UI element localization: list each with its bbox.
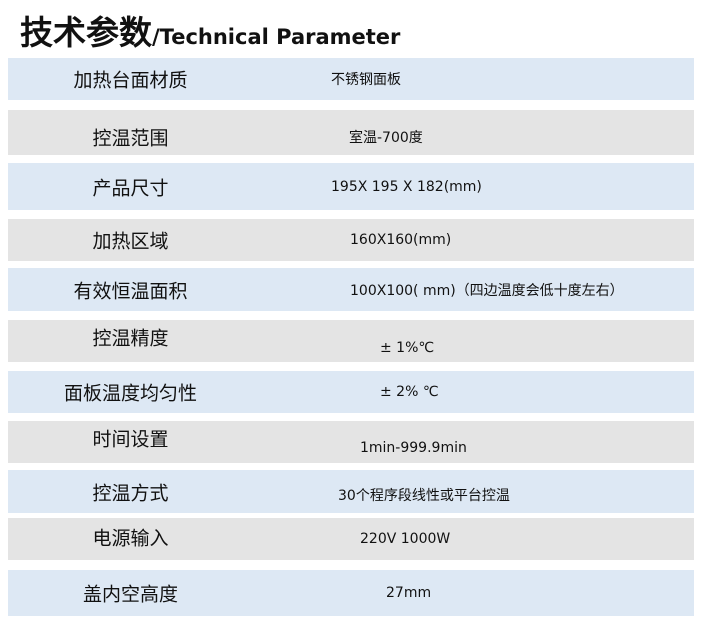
page-title: 技术参数/Technical Parameter	[20, 6, 401, 52]
table-row: 时间设置 1min-999.9min	[8, 421, 694, 463]
param-value: 220V 1000W	[360, 531, 451, 547]
table-row: 加热台面材质 不锈钢面板	[8, 58, 694, 100]
param-value: 27mm	[386, 585, 432, 601]
table-row: 控温方式 30个程序段线性或平台控温	[8, 470, 694, 513]
param-value: 室温-700度	[349, 129, 423, 146]
param-value: 195X 195 X 182(mm)	[331, 178, 482, 195]
param-label: 加热区域	[92, 230, 169, 253]
param-label: 时间设置	[92, 428, 169, 451]
param-label: 控温范围	[92, 127, 169, 149]
title-chinese: 技术参数	[20, 13, 152, 52]
table-row: 控温精度 ± 1%℃	[8, 320, 694, 362]
param-value: 160X160(mm)	[350, 232, 452, 248]
param-label: 加热台面材质	[73, 69, 188, 92]
table-row: 加热区域 160X160(mm)	[8, 219, 694, 261]
param-label: 盖内空高度	[82, 583, 178, 606]
param-value: ± 1%℃	[380, 340, 435, 356]
param-label: 有效恒温面积	[73, 280, 188, 302]
param-label: 控温方式	[92, 482, 169, 504]
param-value: 1min-999.9min	[360, 440, 467, 456]
param-value: 不锈钢面板	[331, 72, 401, 88]
param-label: 面板温度均匀性	[63, 382, 197, 405]
table-row: 盖内空高度 27mm	[8, 570, 694, 616]
title-english: /Technical Parameter	[152, 25, 401, 49]
param-label: 控温精度	[92, 327, 169, 350]
table-row: 有效恒温面积 100X100( mm)（四边温度会低十度左右）	[8, 268, 694, 311]
param-value: 30个程序段线性或平台控温	[338, 487, 510, 504]
param-label: 产品尺寸	[92, 177, 169, 199]
table-row: 面板温度均匀性 ± 2% ℃	[8, 371, 694, 413]
table-row: 控温范围 室温-700度	[8, 110, 694, 155]
table-row: 产品尺寸 195X 195 X 182(mm)	[8, 163, 694, 210]
table-row: 电源输入 220V 1000W	[8, 518, 694, 560]
param-value: 100X100( mm)（四边温度会低十度左右）	[350, 282, 624, 299]
param-value: ± 2% ℃	[380, 384, 439, 400]
param-label: 电源输入	[92, 527, 169, 550]
